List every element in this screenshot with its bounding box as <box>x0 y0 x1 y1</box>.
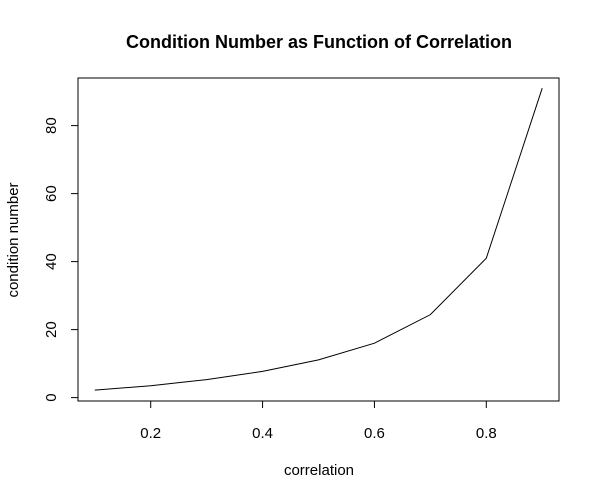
y-axis: 0 20 40 60 80 <box>43 117 79 402</box>
y-axis-label: condition number <box>5 182 22 297</box>
y-tick-label: 80 <box>43 117 60 134</box>
chart-title: Condition Number as Function of Correlat… <box>126 32 512 52</box>
series-line <box>94 88 543 391</box>
y-tick-label: 60 <box>43 185 60 202</box>
x-tick-label: 0.8 <box>476 425 497 442</box>
x-axis: 0.2 0.4 0.6 0.8 <box>140 400 497 442</box>
y-tick-label: 0 <box>43 393 60 401</box>
x-tick-label: 0.2 <box>140 425 161 442</box>
x-tick-label: 0.4 <box>252 425 273 442</box>
y-tick-label: 40 <box>43 253 60 270</box>
y-tick-label: 20 <box>43 321 60 338</box>
data-points <box>95 88 542 390</box>
x-axis-label: correlation <box>284 462 354 479</box>
plot-frame <box>77 77 560 402</box>
x-tick-label: 0.6 <box>364 425 385 442</box>
